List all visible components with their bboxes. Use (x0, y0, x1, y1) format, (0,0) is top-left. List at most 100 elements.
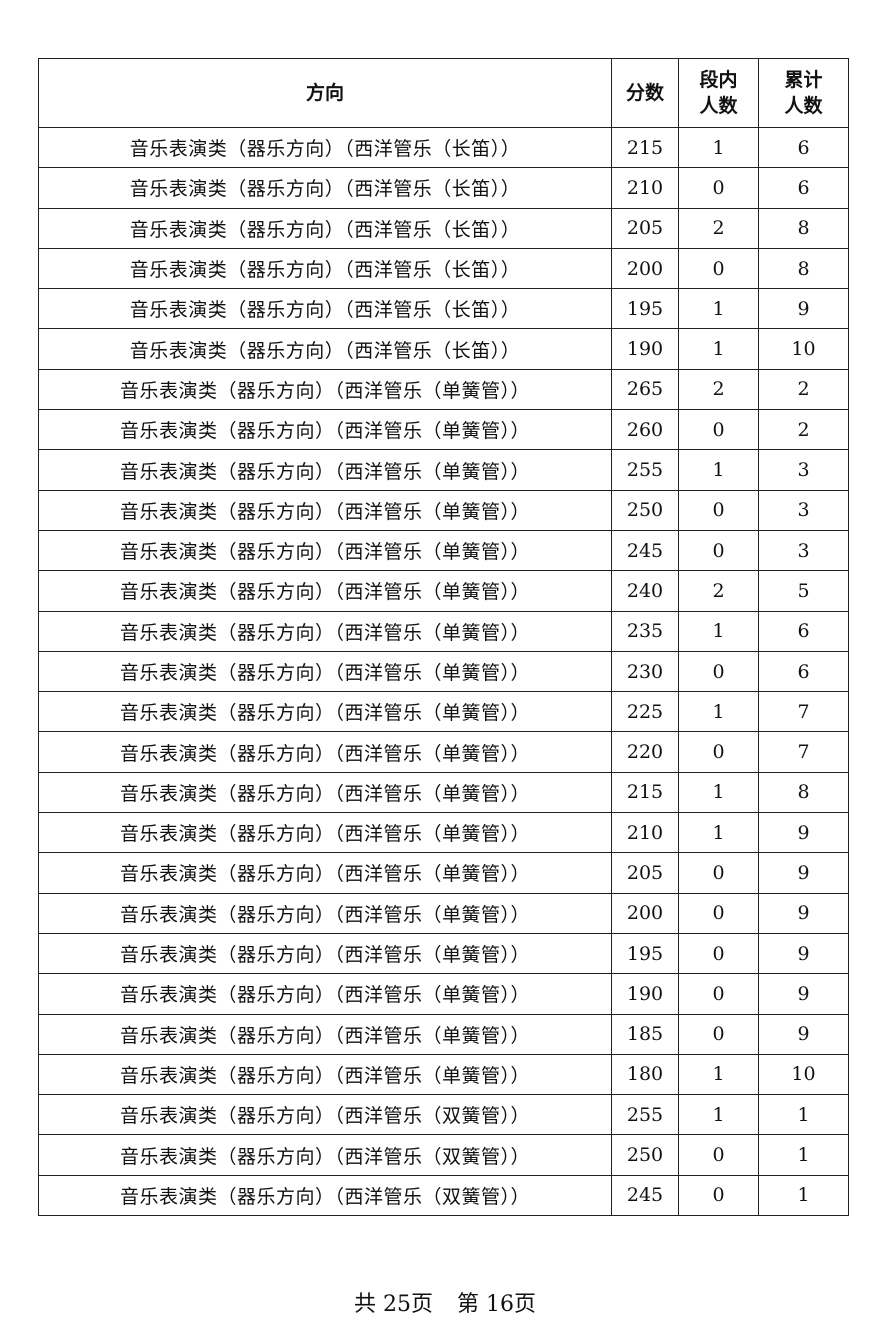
table-row: 音乐表演类（器乐方向）（西洋管乐（单簧管）） 260 0 2 (38, 409, 849, 451)
cell-cumulative-count: 2 (758, 368, 849, 411)
cell-score: 255 (611, 449, 679, 491)
table-row: 音乐表演类（器乐方向）（西洋管乐（单簧管）） 240 2 5 (38, 570, 849, 612)
cell-segment-count: 1 (678, 288, 759, 330)
cell-score: 205 (611, 207, 679, 249)
table-row: 音乐表演类（器乐方向）（西洋管乐（单簧管）） 190 0 9 (38, 973, 849, 1015)
cell-score: 190 (611, 328, 679, 370)
cell-direction: 音乐表演类（器乐方向）（西洋管乐（单簧管）） (38, 368, 612, 411)
cell-score: 230 (611, 650, 679, 693)
cell-direction: 音乐表演类（器乐方向）（西洋管乐（单簧管）） (38, 812, 612, 854)
cell-score: 210 (611, 812, 679, 854)
cell-direction: 音乐表演类（器乐方向）（西洋管乐（双簧管）） (38, 1094, 612, 1136)
cell-cumulative-count: 1 (758, 1134, 849, 1176)
cell-cumulative-count: 3 (758, 449, 849, 491)
cell-segment-count: 0 (678, 1013, 759, 1055)
cell-score: 225 (611, 691, 679, 733)
cell-cumulative-count: 9 (758, 892, 849, 934)
cell-segment-count: 0 (678, 489, 759, 531)
current-page: 第 16页 (457, 1292, 536, 1317)
cell-cumulative-count: 8 (758, 207, 849, 249)
cell-direction: 音乐表演类（器乐方向）（西洋管乐（单簧管）） (38, 1013, 612, 1055)
cell-cumulative-count: 6 (758, 126, 849, 169)
page-footer: 共 25页第 16页 (0, 1286, 890, 1318)
cell-score: 205 (611, 852, 679, 894)
total-pages: 共 25页 (354, 1292, 433, 1317)
header-direction: 方向 (38, 58, 612, 128)
cell-direction: 音乐表演类（器乐方向）（西洋管乐（单簧管）） (38, 1053, 612, 1096)
cell-segment-count: 0 (678, 409, 759, 451)
table-row: 音乐表演类（器乐方向）（西洋管乐（单簧管）） 205 0 9 (38, 852, 849, 894)
cell-cumulative-count: 10 (758, 328, 849, 370)
cell-segment-count: 2 (678, 570, 759, 612)
cell-direction: 音乐表演类（器乐方向）（西洋管乐（单簧管）） (38, 771, 612, 814)
cell-segment-count: 0 (678, 650, 759, 693)
cell-score: 200 (611, 892, 679, 934)
cell-cumulative-count: 3 (758, 489, 849, 531)
table-row: 音乐表演类（器乐方向）（西洋管乐（单簧管）） 180 1 10 (38, 1053, 849, 1096)
cell-score: 195 (611, 932, 679, 975)
cell-direction: 音乐表演类（器乐方向）（西洋管乐（长笛）） (38, 167, 612, 209)
cell-segment-count: 1 (678, 610, 759, 652)
cell-cumulative-count: 2 (758, 409, 849, 451)
cell-cumulative-count: 5 (758, 570, 849, 612)
cell-segment-count: 1 (678, 449, 759, 491)
cell-score: 185 (611, 1013, 679, 1055)
cell-score: 195 (611, 288, 679, 330)
cell-score: 245 (611, 529, 679, 572)
cell-cumulative-count: 6 (758, 610, 849, 652)
cell-score: 215 (611, 771, 679, 814)
cell-direction: 音乐表演类（器乐方向）（西洋管乐（长笛）） (38, 328, 612, 370)
table-row: 音乐表演类（器乐方向）（西洋管乐（长笛）） 210 0 6 (38, 167, 849, 209)
cell-cumulative-count: 1 (758, 1094, 849, 1136)
cell-segment-count: 0 (678, 852, 759, 894)
cell-score: 180 (611, 1053, 679, 1096)
cell-cumulative-count: 3 (758, 529, 849, 572)
cell-segment-count: 0 (678, 1134, 759, 1176)
table-row: 音乐表演类（器乐方向）（西洋管乐（长笛）） 215 1 6 (38, 126, 849, 169)
cell-cumulative-count: 10 (758, 1053, 849, 1096)
cell-cumulative-count: 8 (758, 247, 849, 290)
table-row: 音乐表演类（器乐方向）（西洋管乐（双簧管）） 255 1 1 (38, 1094, 849, 1136)
cell-segment-count: 0 (678, 529, 759, 572)
table-row: 音乐表演类（器乐方向）（西洋管乐（长笛）） 200 0 8 (38, 247, 849, 290)
table-row: 音乐表演类（器乐方向）（西洋管乐（单簧管）） 200 0 9 (38, 892, 849, 934)
cell-direction: 音乐表演类（器乐方向）（西洋管乐（单簧管）） (38, 529, 612, 572)
header-cumulative-count: 累计 人数 (758, 58, 849, 128)
cell-score: 235 (611, 610, 679, 652)
cell-score: 245 (611, 1174, 679, 1217)
cell-score: 250 (611, 489, 679, 531)
cell-score: 255 (611, 1094, 679, 1136)
table-row: 音乐表演类（器乐方向）（西洋管乐（长笛）） 195 1 9 (38, 288, 849, 330)
cell-segment-count: 0 (678, 167, 759, 209)
table-row: 音乐表演类（器乐方向）（西洋管乐（长笛）） 205 2 8 (38, 207, 849, 249)
cell-cumulative-count: 9 (758, 288, 849, 330)
cell-cumulative-count: 6 (758, 167, 849, 209)
cell-segment-count: 1 (678, 1094, 759, 1136)
cell-direction: 音乐表演类（器乐方向）（西洋管乐（单簧管）） (38, 409, 612, 451)
cell-segment-count: 1 (678, 771, 759, 814)
cell-direction: 音乐表演类（器乐方向）（西洋管乐（单簧管）） (38, 892, 612, 934)
cell-direction: 音乐表演类（器乐方向）（西洋管乐（单簧管）） (38, 650, 612, 693)
table-row: 音乐表演类（器乐方向）（西洋管乐（单簧管）） 245 0 3 (38, 529, 849, 572)
cell-cumulative-count: 9 (758, 812, 849, 854)
score-table: 方向 分数 段内 人数 累计 人数 音乐表演类（器乐方向）（西洋管乐（长笛）） 2… (38, 58, 849, 1217)
cell-direction: 音乐表演类（器乐方向）（西洋管乐（单簧管）） (38, 570, 612, 612)
cell-direction: 音乐表演类（器乐方向）（西洋管乐（长笛）） (38, 247, 612, 290)
cell-score: 215 (611, 126, 679, 169)
cell-direction: 音乐表演类（器乐方向）（西洋管乐（单簧管）） (38, 932, 612, 975)
table-row: 音乐表演类（器乐方向）（西洋管乐（单簧管）） 195 0 9 (38, 932, 849, 975)
header-segment-count: 段内 人数 (678, 58, 759, 128)
table-row: 音乐表演类（器乐方向）（西洋管乐（单簧管）） 215 1 8 (38, 771, 849, 814)
table-row: 音乐表演类（器乐方向）（西洋管乐（双簧管）） 245 0 1 (38, 1174, 849, 1217)
cell-segment-count: 0 (678, 973, 759, 1015)
cell-score: 265 (611, 368, 679, 411)
cell-cumulative-count: 9 (758, 932, 849, 975)
cell-segment-count: 2 (678, 368, 759, 411)
table-row: 音乐表演类（器乐方向）（西洋管乐（单簧管）） 265 2 2 (38, 368, 849, 411)
cell-direction: 音乐表演类（器乐方向）（西洋管乐（长笛）） (38, 207, 612, 249)
cell-direction: 音乐表演类（器乐方向）（西洋管乐（双簧管）） (38, 1134, 612, 1176)
cell-cumulative-count: 7 (758, 731, 849, 773)
cell-score: 220 (611, 731, 679, 773)
table-row: 音乐表演类（器乐方向）（西洋管乐（单簧管）） 220 0 7 (38, 731, 849, 773)
cell-cumulative-count: 7 (758, 691, 849, 733)
